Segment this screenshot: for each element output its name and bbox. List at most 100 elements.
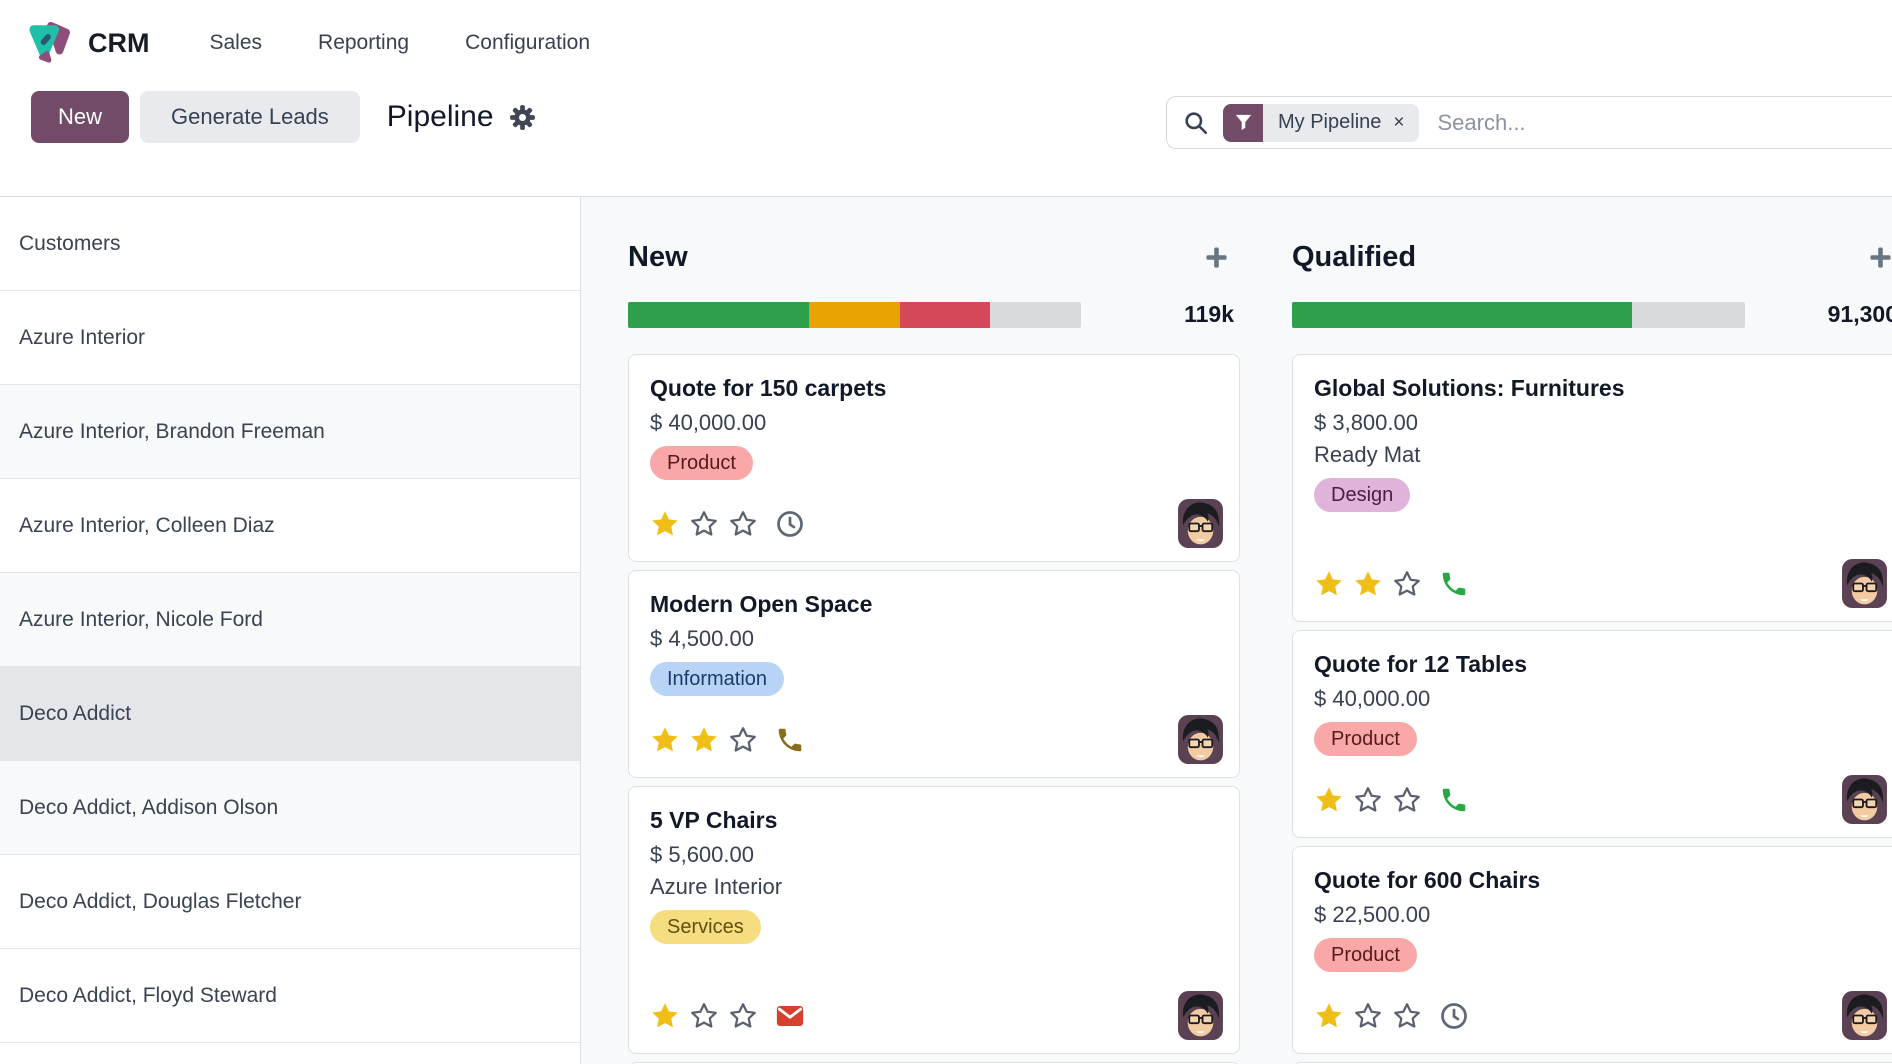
filter-icon bbox=[1223, 103, 1263, 142]
main-nav: CRM Sales Reporting Configuration bbox=[0, 0, 1892, 86]
kanban-card[interactable]: Modern Open Space $ 4,500.00 Information bbox=[628, 570, 1240, 778]
kanban-card[interactable]: Global Solutions: Furnitures $ 3,800.00 … bbox=[1292, 354, 1892, 622]
star-icon[interactable] bbox=[728, 725, 758, 755]
tag-pill: Design bbox=[1314, 478, 1411, 512]
kanban-card[interactable]: Quote for 150 carpets $ 40,000.00 Produc… bbox=[628, 354, 1240, 562]
avatar[interactable] bbox=[1842, 559, 1887, 608]
sidebar-row[interactable]: Deco Addict, Addison Olson bbox=[0, 761, 580, 855]
card-amount: $ 5,600.00 bbox=[650, 842, 754, 867]
card-title: Quote for 600 Chairs bbox=[1314, 867, 1541, 893]
tag-pill: Product bbox=[650, 446, 753, 480]
card-footer bbox=[650, 499, 1223, 548]
customer-sidebar: Customers Azure Interior Azure Interior, B… bbox=[0, 197, 581, 1064]
card-tags: Product bbox=[1314, 722, 1887, 756]
progress-bar[interactable] bbox=[628, 301, 1081, 328]
facet-remove-icon[interactable]: × bbox=[1393, 111, 1405, 133]
card-footer bbox=[650, 991, 1223, 1040]
card-title: Modern Open Space bbox=[650, 591, 873, 617]
kanban-board: New 119k Quote for 150 carpets $ 40,000.… bbox=[581, 197, 1892, 1064]
sidebar-row[interactable]: Deco Addict, Floyd Steward bbox=[0, 949, 580, 1043]
search-bar[interactable]: My Pipeline × Search... bbox=[1166, 96, 1892, 149]
star-icon[interactable] bbox=[1392, 785, 1422, 815]
star-icon[interactable] bbox=[689, 509, 719, 539]
star-icon[interactable] bbox=[1353, 1001, 1383, 1031]
card-list: Quote for 150 carpets $ 40,000.00 Produc… bbox=[628, 354, 1240, 1064]
star-icon[interactable] bbox=[1392, 569, 1422, 599]
progress-segment[interactable] bbox=[809, 301, 900, 328]
sidebar-row[interactable]: Azure Interior bbox=[0, 291, 580, 385]
column-title[interactable]: Qualified bbox=[1292, 241, 1417, 273]
star-icon[interactable] bbox=[1353, 785, 1383, 815]
star-icon[interactable] bbox=[650, 725, 680, 755]
progress-segment[interactable] bbox=[1292, 301, 1632, 328]
sidebar-row-label: Deco Addict, Addison Olson bbox=[19, 795, 279, 819]
card-tags: Design bbox=[1314, 478, 1887, 512]
star-icon[interactable] bbox=[1314, 1001, 1344, 1031]
avatar[interactable] bbox=[1178, 499, 1223, 548]
envelope-icon[interactable] bbox=[775, 1001, 805, 1031]
phone-icon[interactable] bbox=[1439, 785, 1469, 815]
plus-icon[interactable] bbox=[1205, 246, 1228, 269]
control-bar: New Generate Leads Pipeline bbox=[0, 86, 1892, 148]
search-placeholder[interactable]: Search... bbox=[1437, 109, 1526, 135]
crm-app-icon[interactable] bbox=[24, 21, 72, 65]
star-icon[interactable] bbox=[689, 725, 719, 755]
progress-segment[interactable] bbox=[899, 301, 991, 328]
star-icon[interactable] bbox=[650, 1001, 680, 1031]
card-footer bbox=[1314, 991, 1887, 1040]
star-icon[interactable] bbox=[728, 509, 758, 539]
kanban-card[interactable]: Quote for 600 Chairs $ 22,500.00 Product bbox=[1292, 846, 1892, 1054]
sidebar-row-label: Deco Addict bbox=[19, 701, 132, 725]
card-tags: Product bbox=[650, 446, 1223, 480]
kanban-card[interactable]: Quote for 12 Tables $ 40,000.00 Product bbox=[1292, 630, 1892, 838]
menu-reporting[interactable]: Reporting bbox=[318, 31, 410, 54]
star-icon[interactable] bbox=[1353, 569, 1383, 599]
card-title: Quote for 12 Tables bbox=[1314, 651, 1528, 677]
avatar[interactable] bbox=[1842, 991, 1887, 1040]
search-icon bbox=[1183, 110, 1209, 136]
filter-facet[interactable]: My Pipeline × bbox=[1223, 103, 1419, 142]
sidebar-row[interactable]: Azure Interior, Nicole Ford bbox=[0, 573, 580, 667]
priority-stars bbox=[650, 725, 758, 755]
sidebar-row[interactable]: Customers bbox=[0, 197, 580, 291]
star-icon[interactable] bbox=[1314, 569, 1344, 599]
progress-bar[interactable] bbox=[1292, 301, 1745, 328]
menu-configuration[interactable]: Configuration bbox=[465, 31, 591, 54]
column-title[interactable]: New bbox=[628, 241, 688, 273]
sidebar-row[interactable]: Deco Addict, Douglas Fletcher bbox=[0, 855, 580, 949]
clock-icon[interactable] bbox=[1439, 1001, 1469, 1031]
tag-pill: Services bbox=[650, 910, 761, 944]
menu-sales[interactable]: Sales bbox=[209, 31, 263, 54]
avatar[interactable] bbox=[1178, 715, 1223, 764]
card-amount: $ 3,800.00 bbox=[1314, 410, 1418, 435]
star-icon[interactable] bbox=[650, 509, 680, 539]
generate-leads-button[interactable]: Generate Leads bbox=[140, 91, 360, 143]
avatar[interactable] bbox=[1842, 775, 1887, 824]
kanban-card[interactable]: 5 VP Chairs $ 5,600.00 Azure Interior Se… bbox=[628, 786, 1240, 1054]
app-title[interactable]: CRM bbox=[88, 27, 150, 58]
phone-icon[interactable] bbox=[1439, 569, 1469, 599]
card-title: Global Solutions: Furnitures bbox=[1314, 375, 1625, 401]
priority-stars bbox=[1314, 785, 1422, 815]
new-button[interactable]: New bbox=[31, 91, 130, 143]
star-icon[interactable] bbox=[1314, 785, 1344, 815]
sidebar-row[interactable]: Azure Interior, Brandon Freeman bbox=[0, 385, 580, 479]
avatar[interactable] bbox=[1178, 991, 1223, 1040]
phone-icon[interactable] bbox=[775, 725, 805, 755]
progress-segment[interactable] bbox=[628, 301, 810, 328]
card-tags: Services bbox=[650, 910, 1223, 944]
star-icon[interactable] bbox=[728, 1001, 758, 1031]
card-company: Ready Mat bbox=[1314, 442, 1421, 467]
sidebar-row-label: Azure Interior, Colleen Diaz bbox=[19, 513, 275, 537]
clock-icon[interactable] bbox=[775, 509, 805, 539]
gear-icon[interactable] bbox=[509, 104, 536, 131]
facet-label: My Pipeline bbox=[1278, 111, 1382, 133]
sidebar-row[interactable]: Deco Addict bbox=[0, 667, 580, 761]
sidebar-row[interactable]: Azure Interior, Colleen Diaz bbox=[0, 479, 580, 573]
card-tags: Product bbox=[1314, 938, 1887, 972]
column-header: New bbox=[628, 241, 1240, 274]
star-icon[interactable] bbox=[689, 1001, 719, 1031]
star-icon[interactable] bbox=[1392, 1001, 1422, 1031]
plus-icon[interactable] bbox=[1869, 246, 1892, 269]
